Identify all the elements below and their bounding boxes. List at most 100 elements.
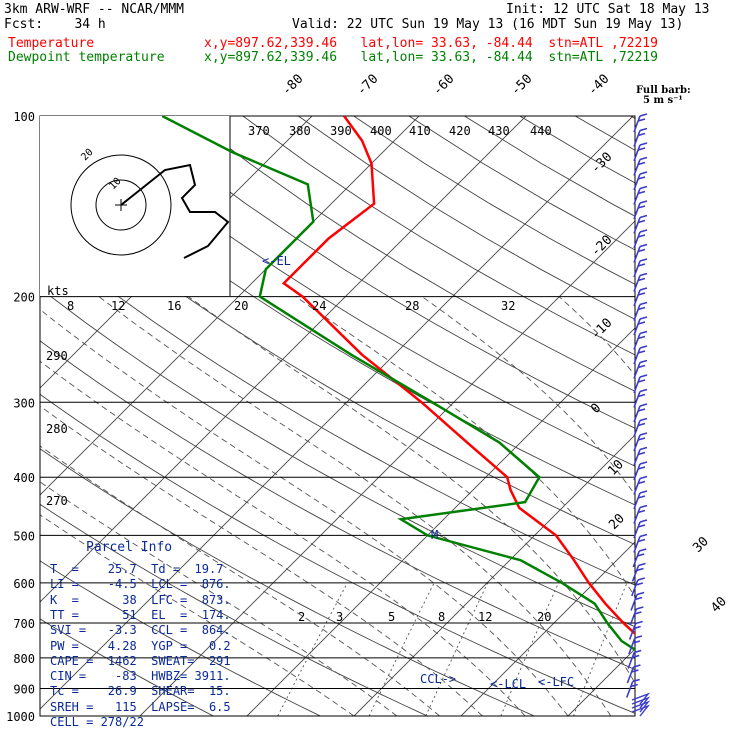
mixing-ratio-label: 3 [336,610,343,624]
dewpoint-legend: Dewpoint temperature [8,50,165,65]
moist-adiabat [40,308,569,716]
isotherm-line [40,116,634,710]
pressure-tick-label: 1000 [6,710,35,724]
wind-barb [633,403,648,423]
hodograph-tick-label: 32 [501,299,515,313]
dry-adiabat [519,116,635,184]
mixing-ratio-label: 8 [438,610,445,624]
temperature-tick-label: -40 [585,72,612,99]
wind-barb [633,113,648,133]
forecast-hour: Fcst: 34 h [4,17,106,32]
pressure-tick-label: 200 [13,291,35,305]
temperature-tick-label: -30 [588,150,615,177]
parcel-info-title: Parcel Info [86,540,173,555]
plot-frame [39,115,636,717]
dry-adiabat [298,116,635,320]
hodograph-tick-label: 20 [234,299,248,313]
wind-barb [630,591,645,611]
isotherm-line [460,541,635,716]
annotation-label: CCL-> [420,672,456,686]
hodograph-tick-label: 8 [67,299,74,313]
wind-barb [633,345,648,365]
wind-barb [633,200,648,220]
annotations: <-EL CCL-> <-LCL <-LFC M [262,254,574,691]
wind-barb [632,548,647,568]
wind-barb [633,461,648,481]
wind-barb [633,504,648,524]
theta-tick-label: 370 [248,124,270,138]
dry-adiabat [40,287,635,628]
mixing-ratio-label: 20 [537,610,551,624]
barb-legend-unit: 5 m s⁻¹ [643,95,683,106]
annotation-label: <-EL [262,254,291,268]
dry-adiabat [40,235,635,586]
isotherm-line [675,116,740,716]
init-time: Init: 12 UTC Sat 18 May 13 [506,2,710,17]
wind-barb [633,374,648,394]
hodograph-unit-label: kts [47,284,69,298]
wind-barb [633,287,648,307]
mixing-ratio-line [277,582,348,716]
theta-tick-label: 270 [46,494,68,508]
dry-adiabat [574,116,635,151]
annotation-label: M [431,528,438,542]
temperature-location: x,y=897.62,339.46 lat,lon= 33.63, -84.44… [204,36,658,51]
dry-adiabat [76,116,635,467]
mixing-ratio-label: 5 [388,610,395,624]
dry-adiabat [40,393,635,714]
wind-barb [633,229,648,249]
parcel-info-line: SVI = -3.3 CCL = 864. [50,623,231,638]
wind-barb [633,533,648,553]
annotation-label: <-LCL [490,677,526,691]
parcel-info-line: TT = 51 EL = 174. [50,607,231,622]
isotherm-line [40,116,527,603]
mixing-ratio-line [368,582,435,716]
parcel-info-line: Tc = 26.9 SHEAR= 15. [50,684,231,699]
temperature-tick-label: -60 [430,72,457,99]
moist-adiabat [687,297,740,716]
wind-barb [633,388,648,408]
parcel-info-line: PW = 4.28 YGP = 0.2 [50,638,231,653]
pressure-tick-label: 800 [13,652,35,666]
temperature-tick-label: -10 [588,316,615,343]
isotherm-line [40,116,420,496]
wind-barb [633,330,648,350]
temperature-tick-label: -80 [279,72,306,99]
wind-barb [626,664,641,684]
theta-tick-label: 280 [46,422,68,436]
hodograph-ring [70,154,172,256]
pressure-tick-label: 500 [13,529,35,543]
pressure-tick-label: 700 [13,617,35,631]
wind-barb [633,301,648,321]
mixing-ratio-line [425,582,489,716]
hodograph-background [40,116,230,296]
wind-barb [629,606,644,626]
isotherm-line [139,220,635,716]
wind-barb [628,620,643,640]
valid-time: Valid: 22 UTC Sun 19 May 13 (16 MDT Sun … [292,17,684,32]
isotherm-line [353,434,635,716]
dry-adiabats [40,116,635,716]
mixing-ratio-lines [277,582,628,716]
wind-barb [633,519,648,539]
parcel-info-line: CAPE = 1462 SWEAT= 291 [50,653,231,668]
wind-barb [628,635,643,655]
theta-tick-label: 290 [46,349,68,363]
hodograph-trace [120,163,230,259]
wind-barb [633,446,648,466]
wind-barb [633,490,648,510]
dry-adiabat [40,618,214,716]
parcel-info-line: CELL = 278/22 [50,715,144,729]
theta-tick-label: 430 [488,124,510,138]
wind-barbs [625,113,651,717]
isotherm-line [246,327,635,716]
dry-adiabat [40,448,535,716]
dry-adiabat [40,560,321,716]
wind-barb [633,127,648,147]
hodograph-tick-label: 28 [405,299,419,313]
pressure-tick-label: 600 [13,577,35,591]
moist-adiabat [421,296,635,496]
theta-tick-label: 400 [370,124,392,138]
wind-barb [633,359,648,379]
model-title: 3km ARW-WRF -- NCAR/MMM [4,2,185,17]
